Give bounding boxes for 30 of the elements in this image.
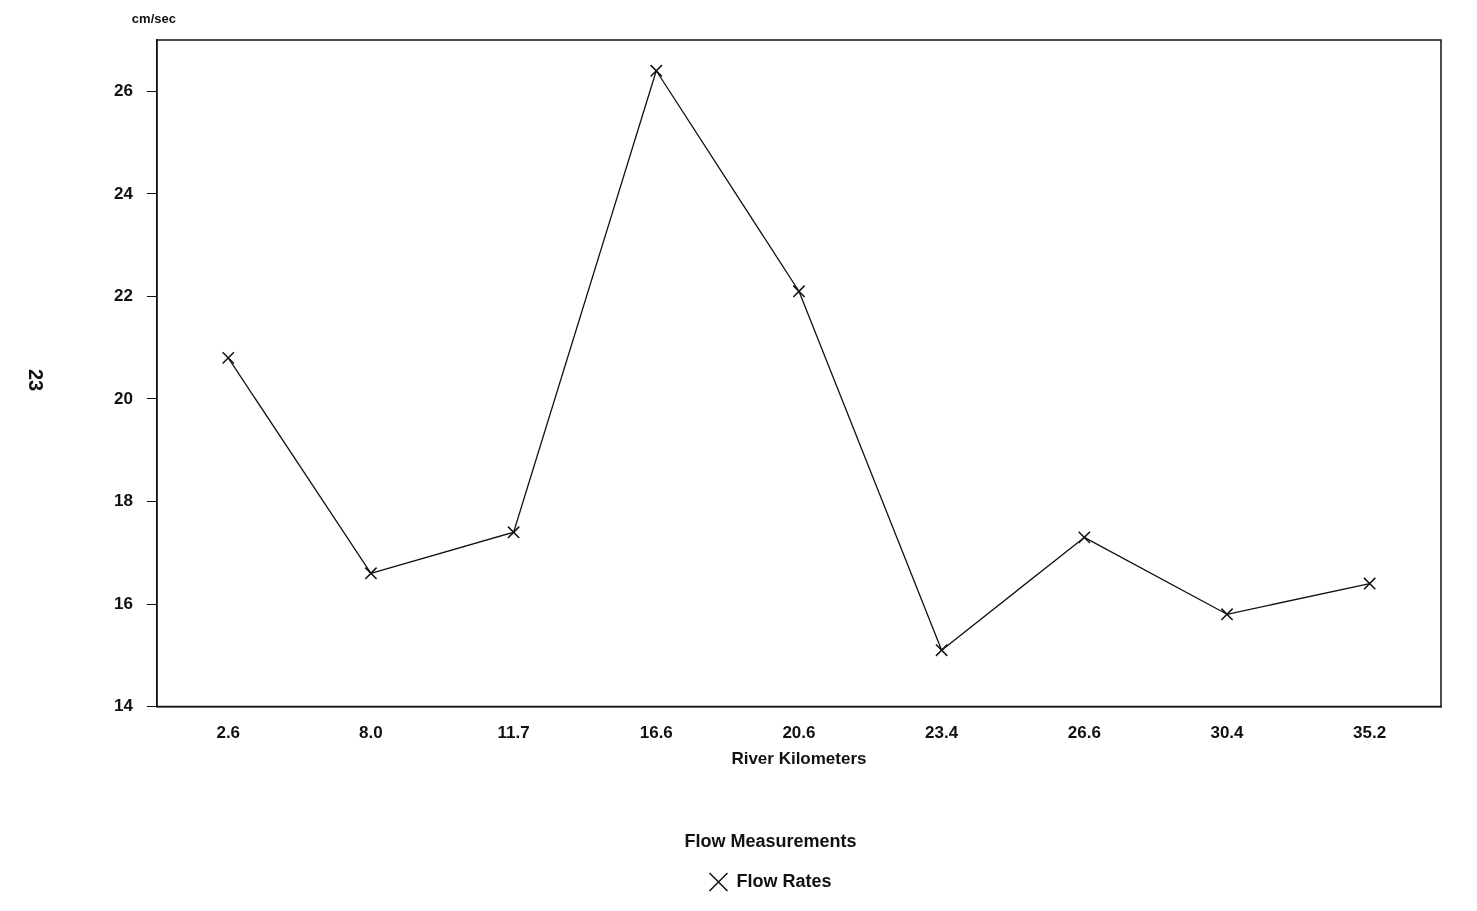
x-tick-label: 20.6 bbox=[782, 723, 816, 743]
legend-title: Flow Measurements bbox=[684, 831, 857, 852]
x-tick-label: 8.0 bbox=[359, 723, 383, 743]
point bbox=[1220, 607, 1234, 621]
x-tick-label: 16.6 bbox=[639, 723, 673, 743]
point bbox=[1077, 530, 1091, 544]
y-tick-label: 14 bbox=[113, 696, 134, 716]
y-tick-label: 26 bbox=[113, 80, 133, 100]
text: 23 bbox=[25, 368, 48, 392]
x-tick-label: 35.2 bbox=[1353, 723, 1387, 743]
point bbox=[1363, 577, 1377, 590]
x-tick-label: 2.6 bbox=[216, 723, 241, 743]
legend-label: Flow Rates bbox=[736, 870, 832, 891]
point bbox=[364, 566, 378, 580]
y-tick-label: 18 bbox=[113, 491, 133, 511]
y-tick-label: 20 bbox=[113, 388, 133, 408]
point bbox=[507, 525, 521, 539]
x-tick-label: 30.4 bbox=[1210, 723, 1245, 743]
point bbox=[221, 351, 235, 365]
x-tick-label: 11.7 bbox=[497, 723, 530, 743]
x-axis-title: River Kilometers bbox=[731, 748, 867, 768]
point bbox=[792, 284, 806, 298]
y-axis-title: cm/sec bbox=[131, 11, 176, 27]
y-tick-label: 22 bbox=[113, 286, 133, 306]
x-tick-label: 26.6 bbox=[1067, 723, 1101, 743]
y-tick-label: 24 bbox=[113, 183, 134, 203]
point bbox=[649, 64, 663, 78]
point bbox=[935, 643, 949, 657]
y-tick-label: 16 bbox=[113, 593, 133, 613]
x-tick-label: 23.4 bbox=[925, 723, 959, 743]
